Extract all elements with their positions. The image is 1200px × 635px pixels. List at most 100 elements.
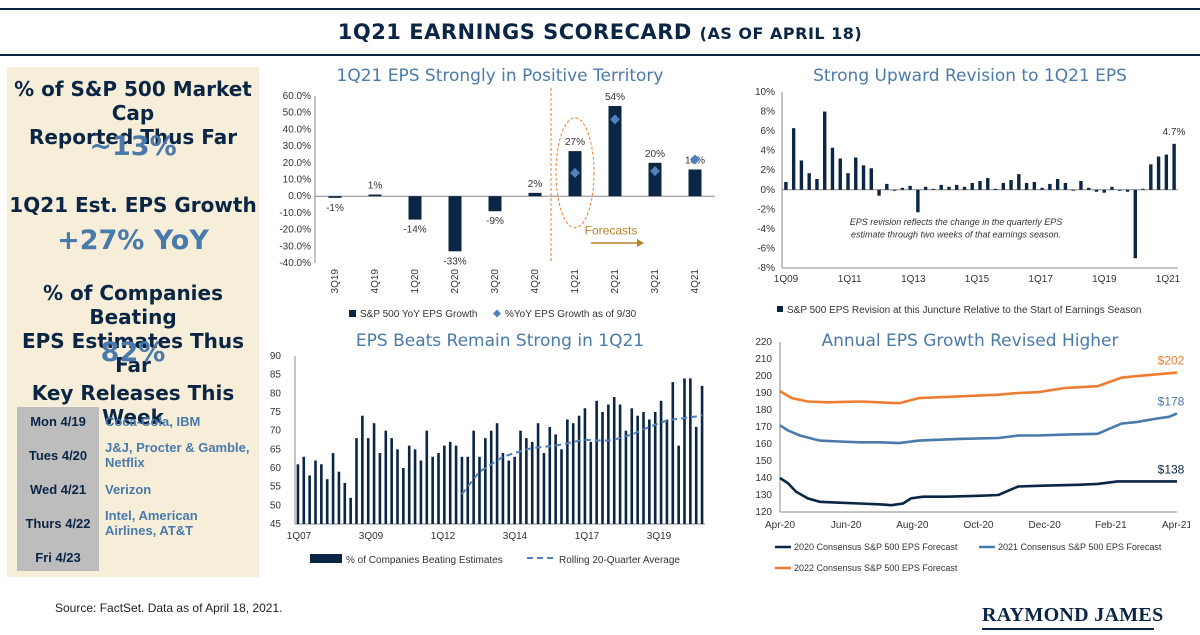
bar <box>368 194 382 197</box>
bar <box>601 412 604 524</box>
release-companies: Verizon <box>99 475 259 503</box>
bar <box>700 385 704 524</box>
legend-swatch-bar <box>310 554 342 563</box>
forecast-arrow-head <box>637 238 644 247</box>
release-company-line: Netflix <box>105 455 145 470</box>
y-tick-label: 4% <box>761 146 776 157</box>
bar <box>560 449 563 524</box>
bar <box>683 378 686 524</box>
bar <box>308 475 311 524</box>
bar <box>349 497 352 524</box>
series-line <box>779 371 1178 405</box>
bar <box>413 449 417 524</box>
page-title: 1Q21 EARNINGS SCORECARD (AS OF APRIL 18) <box>0 20 1200 44</box>
bar <box>861 165 866 190</box>
bar <box>320 464 323 524</box>
y-tick-label: 6% <box>761 126 776 137</box>
data-label: -33% <box>443 256 466 267</box>
bar <box>577 415 581 524</box>
x-tick-label: 1Q19 <box>1092 274 1117 285</box>
kpi-label-line: % of S&P 500 Market Cap <box>14 77 252 125</box>
kpi-beats-value: 82% <box>100 337 166 368</box>
y-tick-label: 2% <box>761 165 776 176</box>
bar <box>688 169 702 197</box>
bar <box>513 456 516 524</box>
x-tick-label: 1Q20 <box>410 269 421 294</box>
bar <box>372 423 376 524</box>
bar <box>908 185 912 190</box>
x-tick-label: 1Q21 <box>1156 274 1181 285</box>
bar <box>548 426 552 524</box>
bar <box>1024 182 1029 190</box>
bar <box>595 400 598 524</box>
bar <box>807 173 811 190</box>
bar <box>314 460 317 524</box>
bar <box>665 419 669 524</box>
source-note: Source: FactSet. Data as of April 18, 20… <box>55 601 283 615</box>
diamond-marker <box>690 154 700 165</box>
bar <box>431 456 434 524</box>
bar <box>653 412 657 524</box>
bar <box>355 438 358 524</box>
bar <box>830 147 835 190</box>
bar <box>566 419 569 524</box>
bar <box>437 453 440 524</box>
legend-label: S&P 500 EPS Revision at this Juncture Re… <box>787 305 1141 316</box>
x-tick-label: 1Q17 <box>575 531 600 542</box>
data-label: 27% <box>565 137 585 148</box>
release-company-line: Coca-Cola, IBM <box>105 413 201 429</box>
releases-table: Mon 4/19 Coca-Cola, IBM Tues 4/20 J&J, P… <box>17 407 259 571</box>
bar <box>618 404 622 524</box>
bar <box>823 111 827 190</box>
data-label: $202 <box>1158 354 1185 368</box>
bar <box>931 188 936 190</box>
bar <box>478 456 481 524</box>
bar <box>962 186 967 190</box>
kpi-label-line: EPS Estimates Thus Far <box>21 329 245 377</box>
bar <box>501 453 505 524</box>
x-tick-label: 3Q20 <box>490 269 501 294</box>
bar <box>484 438 487 524</box>
brand-logo-underline <box>982 628 1154 630</box>
y-tick-label: 80 <box>270 388 282 399</box>
y-tick-label: -2% <box>757 204 775 215</box>
y-tick-label: -20.0% <box>279 225 311 236</box>
bar <box>407 445 411 524</box>
bar <box>671 382 675 524</box>
bar <box>791 128 796 190</box>
bar <box>846 173 850 190</box>
bar <box>1079 180 1083 190</box>
x-tick-label: 1Q15 <box>965 274 990 285</box>
series-line <box>779 412 1178 445</box>
bar <box>331 453 335 524</box>
kpi-label-line: % of Companies Beating <box>42 281 224 329</box>
bar <box>970 182 974 190</box>
legend-swatch-diamond <box>493 309 501 318</box>
bar <box>659 400 663 524</box>
bar <box>460 456 464 524</box>
data-label: -14% <box>403 225 426 236</box>
bar <box>799 160 804 190</box>
y-tick-label: 45 <box>270 519 282 530</box>
bar <box>542 453 546 524</box>
y-tick-label: 55 <box>270 482 282 493</box>
release-company-line: Verizon <box>105 481 152 497</box>
x-tick-label: 1Q07 <box>287 531 312 542</box>
bar <box>1048 183 1052 190</box>
release-day: Fri 4/23 <box>17 543 99 571</box>
bar <box>630 408 634 524</box>
bar <box>689 378 692 524</box>
bar <box>869 168 873 190</box>
bar <box>1141 188 1145 190</box>
release-day: Mon 4/19 <box>17 407 99 435</box>
legend-swatch-bar <box>349 310 356 317</box>
highlight-ellipse <box>555 117 595 229</box>
bar <box>589 441 593 524</box>
bar <box>384 430 388 524</box>
bar <box>1001 182 1005 190</box>
x-tick-label: 1Q11 <box>838 274 862 285</box>
kpi-label-line: 1Q21 Est. EPS Growth <box>9 193 257 217</box>
bar <box>296 464 300 524</box>
bar <box>1063 182 1068 190</box>
table-row: Wed 4/21 Verizon <box>17 475 259 503</box>
